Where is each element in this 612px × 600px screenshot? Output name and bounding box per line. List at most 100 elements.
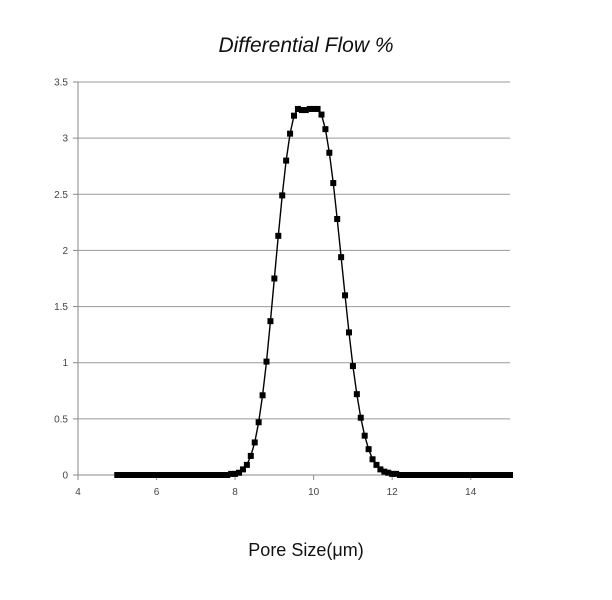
data-point — [208, 472, 215, 478]
data-point — [298, 107, 305, 114]
data-point — [389, 470, 396, 477]
data-point — [326, 149, 333, 156]
data-point — [483, 472, 490, 478]
data-point — [200, 472, 207, 478]
data-point — [129, 472, 136, 478]
data-point — [428, 472, 435, 478]
data-point — [279, 192, 286, 199]
x-axis-label: Pore Size(μm) — [248, 540, 364, 560]
data-point — [471, 472, 478, 478]
data-point — [114, 472, 121, 478]
data-point — [503, 472, 510, 478]
data-point — [306, 105, 313, 112]
data-point — [345, 329, 352, 336]
y-tick-label: 1.5 — [54, 302, 68, 313]
data-point — [479, 472, 486, 478]
data-point — [263, 358, 270, 365]
data-point — [369, 456, 376, 463]
data-point — [133, 472, 140, 478]
data-point — [416, 472, 423, 478]
data-point — [412, 472, 419, 478]
data-point — [373, 461, 380, 468]
axes — [73, 81, 510, 480]
x-tick-label: 12 — [387, 487, 399, 498]
data-point — [271, 275, 278, 282]
data-point — [349, 363, 356, 370]
data-point — [314, 105, 321, 112]
data-point — [153, 472, 160, 478]
data-point — [192, 472, 199, 478]
data-point — [361, 432, 368, 439]
series-differential-flow — [114, 105, 513, 478]
data-point — [338, 254, 345, 261]
data-point — [212, 472, 219, 478]
data-point — [126, 472, 133, 478]
data-point — [322, 126, 329, 133]
data-point — [440, 472, 447, 478]
data-point — [177, 472, 184, 478]
data-point — [294, 105, 301, 112]
data-point — [220, 472, 227, 478]
data-point — [204, 472, 211, 478]
data-point — [357, 414, 364, 421]
y-tick-label: 2 — [62, 246, 68, 257]
data-point — [400, 472, 407, 478]
data-point — [393, 470, 400, 477]
data-point — [385, 469, 392, 476]
data-point — [432, 472, 439, 478]
data-point — [188, 472, 195, 478]
data-point — [141, 472, 148, 478]
x-tick-label: 14 — [465, 487, 477, 498]
data-point — [122, 472, 129, 478]
data-point — [491, 472, 498, 478]
y-tick-label: 3.5 — [54, 78, 68, 89]
data-point — [507, 472, 513, 478]
data-point — [365, 446, 372, 453]
data-point — [118, 472, 125, 478]
data-point — [342, 292, 349, 299]
data-point — [424, 472, 431, 478]
data-point — [287, 130, 294, 137]
x-tick-label: 10 — [308, 487, 320, 498]
data-point — [455, 472, 462, 478]
data-point — [224, 472, 231, 478]
data-point — [310, 105, 317, 112]
data-point — [259, 392, 266, 399]
data-point — [243, 461, 250, 468]
data-point — [459, 472, 466, 478]
grid-lines — [78, 81, 510, 420]
data-point — [408, 472, 415, 478]
data-point — [165, 472, 172, 478]
data-point — [232, 470, 239, 477]
data-point — [334, 215, 341, 222]
data-point — [448, 472, 455, 478]
data-point — [291, 112, 297, 119]
data-point — [404, 472, 411, 478]
data-point — [397, 472, 404, 478]
data-point — [463, 472, 470, 478]
data-point — [255, 419, 262, 426]
data-point — [236, 469, 243, 476]
data-point — [239, 466, 246, 473]
data-point — [353, 391, 360, 398]
data-point — [267, 318, 274, 325]
data-point — [137, 472, 144, 478]
data-point — [487, 472, 494, 478]
data-point — [196, 472, 203, 478]
data-point — [330, 180, 337, 187]
y-tick-label: 0.5 — [54, 414, 68, 425]
data-point — [161, 472, 168, 478]
data-point — [184, 472, 191, 478]
data-point — [247, 452, 254, 459]
data-point — [452, 472, 459, 478]
x-tick-label: 6 — [154, 487, 160, 498]
data-point — [251, 439, 258, 446]
data-point — [173, 472, 180, 478]
x-tick-label: 8 — [232, 487, 238, 498]
data-point — [381, 468, 388, 475]
data-point — [181, 472, 188, 478]
data-point — [377, 466, 384, 473]
data-point — [228, 470, 235, 477]
data-point — [169, 472, 176, 478]
